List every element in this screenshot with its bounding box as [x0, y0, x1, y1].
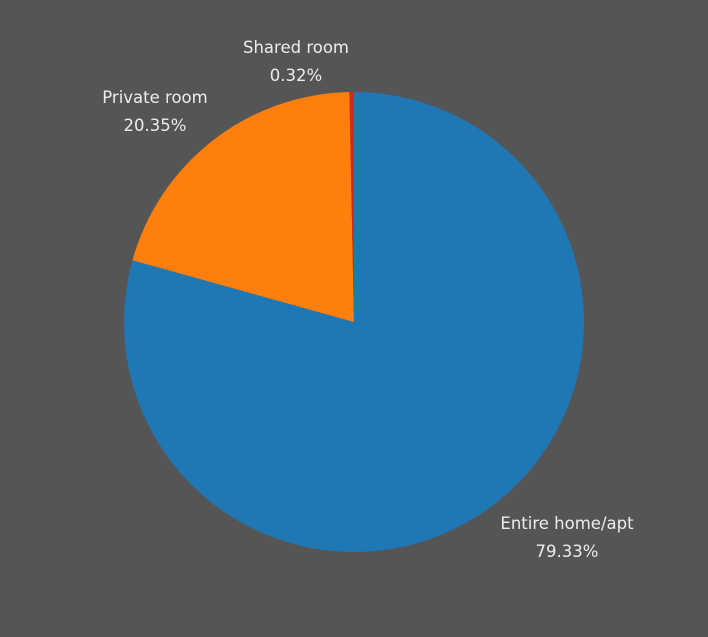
label-entire-home-value: 79.33% [536, 542, 599, 561]
slice-label-entire-home: Entire home/apt 79.33% [500, 514, 634, 561]
pie-slice-private-room [132, 92, 354, 323]
slice-label-shared-room: Shared room 0.32% [243, 38, 349, 85]
label-private-room-name: Private room [102, 88, 207, 107]
pie-slice-shared-room [349, 92, 354, 322]
pie-slices [123, 92, 584, 552]
pie-slice-entire-home-apt [123, 92, 584, 552]
label-shared-room-value: 0.32% [270, 66, 322, 85]
pie-labels: Entire home/apt 79.33% Private room 20.3… [102, 38, 634, 561]
label-entire-home-name: Entire home/apt [500, 514, 634, 533]
label-shared-room-name: Shared room [243, 38, 349, 57]
label-private-room-value: 20.35% [124, 116, 187, 135]
slice-label-private-room: Private room 20.35% [102, 88, 207, 135]
